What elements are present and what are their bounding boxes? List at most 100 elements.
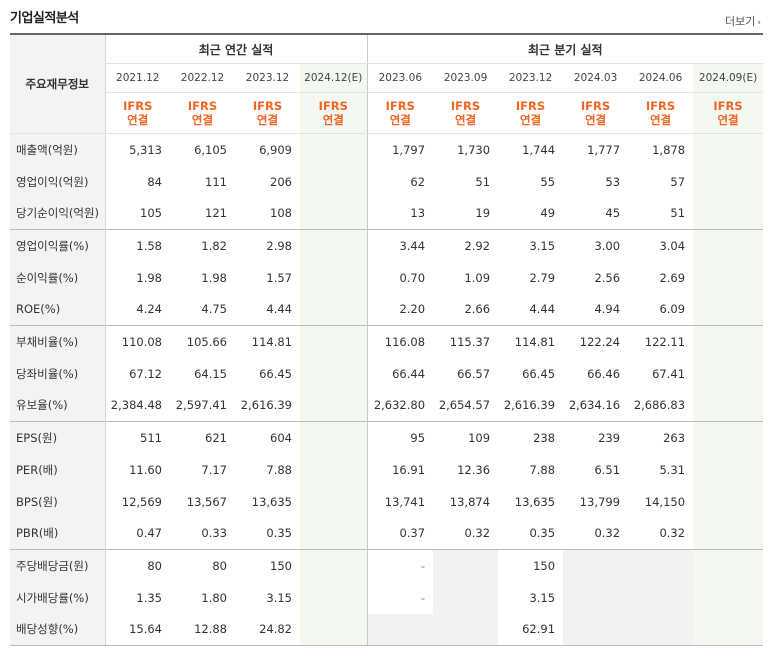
table-row: PER(배) 11.60 7.17 7.88 16.91 12.36 7.88 6.51 5.3…: [10, 453, 764, 486]
table-cell: 7.17: [201, 462, 227, 477]
table-cell: 15.64: [105, 613, 170, 646]
table-cell: 1.57: [266, 270, 292, 285]
ifrs-bottom: 연결: [584, 113, 607, 127]
period-header: 2024.12(E): [300, 63, 368, 93]
table-row: 주당배당금(원) 80 80 150-150: [10, 549, 764, 582]
table-cell: 53: [605, 174, 621, 189]
table-cell: 2.20: [366, 293, 434, 326]
table-cell: 4.94: [594, 302, 621, 317]
row-label: PBR(배): [10, 517, 106, 550]
ifrs-label: IFRS 연결: [433, 92, 499, 134]
ifrs-top: IFRS: [318, 99, 348, 113]
row-label: 순이익률(%): [10, 261, 106, 294]
quarter-group-header: 최근 분기 실적: [366, 33, 764, 64]
table-row: 영업이익(억원) 84 111 206 62 51 55 53 57: [10, 165, 764, 198]
table-cell: 6,105: [170, 133, 235, 166]
table-cell: [693, 357, 764, 390]
table-cell: 66.44: [366, 357, 434, 390]
table-cell: 4.24: [136, 302, 162, 317]
table-cell: 3.44: [366, 229, 434, 262]
table-cell: 122.24: [563, 325, 629, 358]
table-cell: 0.35: [266, 526, 292, 541]
table-cell: [628, 581, 694, 614]
row-label: EPS(원): [10, 421, 106, 454]
table-cell: 2,686.83: [633, 398, 686, 413]
table-cell: [693, 261, 764, 294]
ifrs-bottom: 연결: [256, 113, 279, 127]
table-cell: 62.91: [498, 613, 564, 646]
table-cell: 2.92: [433, 229, 499, 262]
ifrs-top: IFRS: [123, 99, 153, 113]
table-cell: 1.98: [201, 270, 227, 285]
table-cell: 55: [540, 174, 556, 189]
table-cell: [300, 581, 368, 614]
table-cell: [693, 325, 764, 358]
table-cell: 1.98: [136, 270, 162, 285]
row-label: BPS(원): [10, 485, 106, 518]
table-cell: 7.88: [266, 462, 292, 477]
table-cell: 4.44: [529, 302, 556, 317]
table-cell: [693, 485, 764, 518]
table-cell: [300, 261, 368, 294]
table-cell: [300, 517, 368, 550]
table-cell: [300, 165, 368, 198]
table-row: 부채비율(%) 110.08 105.66 114.81 116.08 115.37 114…: [10, 325, 764, 358]
table-cell: 45: [605, 206, 621, 221]
table-cell: [563, 613, 629, 646]
ifrs-bottom: 연결: [127, 113, 149, 127]
table-cell: [300, 197, 368, 230]
table-cell: 13,567: [186, 494, 227, 509]
ifrs-label: IFRS 연결: [366, 92, 434, 134]
table-cell: 14,150: [644, 494, 686, 509]
row-label: 영업이익률(%): [10, 229, 106, 262]
table-row: 영업이익률(%) 1.58 1.82 2.98 3.44 2.92 3.15 3.00 3.04: [10, 229, 764, 262]
table-cell: 121: [205, 206, 227, 221]
table-cell: [300, 485, 368, 518]
ifrs-bottom: 연결: [649, 113, 672, 127]
table-cell: 511: [105, 421, 170, 454]
table-cell: 1.09: [464, 270, 491, 285]
row-label: 유보율(%): [10, 389, 106, 422]
ifrs-bottom: 연결: [389, 113, 411, 127]
table-cell: 2,634.16: [568, 398, 621, 413]
table-cell: 49: [540, 206, 556, 221]
table-cell: [300, 133, 368, 166]
table-cell: 239: [563, 421, 629, 454]
table-cell: [300, 453, 368, 486]
more-link[interactable]: 더보기 ›: [725, 13, 761, 29]
table-cell: 150: [235, 549, 300, 582]
table-cell: 238: [498, 421, 564, 454]
table-cell: [300, 229, 368, 262]
table-cell: [693, 293, 764, 326]
table-cell: 0.47: [136, 526, 162, 541]
table-cell: 16.91: [366, 453, 434, 486]
period-header: 2023.09: [433, 63, 499, 93]
period-header: 2024.06: [628, 63, 694, 93]
table-cell: [563, 581, 629, 614]
table-cell: [693, 165, 764, 198]
table-cell: 2.98: [235, 229, 300, 262]
table-cell: 67.41: [652, 366, 686, 381]
table-cell: [628, 549, 694, 582]
table-cell: 105: [140, 206, 162, 221]
table-cell: 4.44: [266, 302, 292, 317]
table-cell: 13,635: [251, 494, 292, 509]
table-row: 매출액(억원) 5,313 6,105 6,909 1,797 1,730 1,744 1,7…: [10, 133, 764, 166]
ifrs-top: IFRS: [187, 99, 218, 113]
table-cell: 2,632.80: [366, 389, 434, 422]
table-cell: 2,654.57: [438, 398, 491, 413]
row-label: 주당배당금(원): [10, 549, 106, 582]
ifrs-top: IFRS: [385, 99, 415, 113]
table-cell: 5,313: [105, 133, 170, 166]
table-cell: 95: [366, 421, 434, 454]
table-cell: 80: [170, 549, 235, 582]
ifrs-top: IFRS: [450, 99, 481, 113]
ifrs-top: IFRS: [252, 99, 283, 113]
chevron-right-icon: ›: [757, 18, 761, 28]
ifrs-label: IFRS 연결: [105, 92, 170, 134]
table-cell: 24.82: [235, 613, 300, 646]
table-cell: 66.46: [587, 366, 621, 381]
table-cell: 51: [670, 206, 686, 221]
table-cell: 0.32: [464, 526, 491, 541]
row-label: 배당성향(%): [10, 613, 106, 646]
